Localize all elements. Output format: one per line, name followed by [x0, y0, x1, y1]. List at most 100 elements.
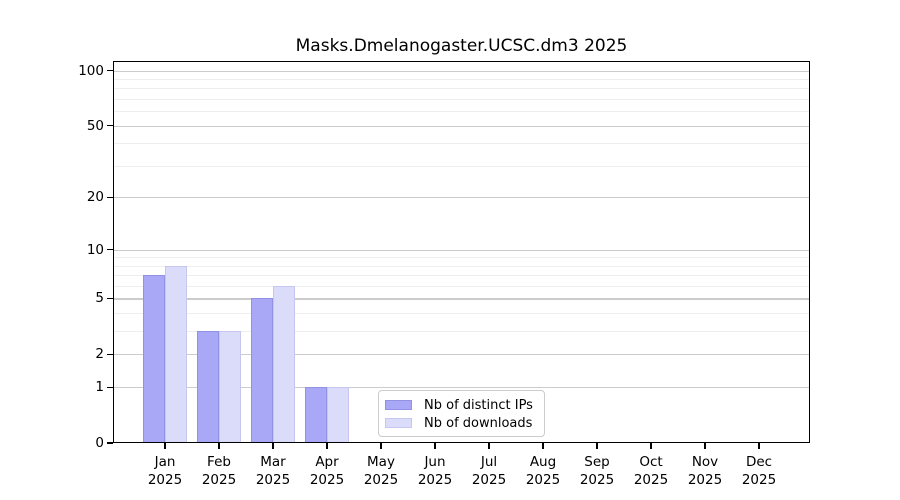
legend-label-distinct-ips: Nb of distinct IPs [424, 397, 533, 413]
x-axis-tick [218, 443, 220, 449]
x-tick-month: Jul [480, 454, 498, 470]
x-axis-tick-label: Sep 2025 [567, 453, 627, 489]
x-tick-month: Jun [424, 454, 446, 470]
minor-gridline [113, 88, 810, 90]
bar-nb-of-downloads-mar [273, 285, 295, 443]
x-tick-month: Nov [691, 454, 719, 470]
x-tick-year: 2025 [741, 472, 777, 488]
minor-gridline [113, 313, 810, 315]
y-axis-tick-label: 1 [95, 379, 104, 396]
x-tick-year: 2025 [147, 472, 183, 488]
y-axis-tick-label: 5 [95, 290, 104, 307]
x-tick-month: Oct [639, 454, 663, 470]
minor-gridline [113, 143, 810, 145]
y-axis-tick [107, 353, 113, 355]
y-axis-tick-label: 20 [86, 189, 104, 206]
x-tick-year: 2025 [255, 472, 291, 488]
x-axis-tick [380, 443, 382, 449]
x-axis-tick [542, 443, 544, 449]
major-gridline [113, 125, 810, 127]
y-axis-tick-label: 0 [95, 435, 104, 451]
x-axis-tick [434, 443, 436, 449]
x-tick-month: Dec [745, 454, 773, 470]
major-gridline [113, 298, 810, 300]
y-axis-tick [107, 69, 113, 72]
y-axis-tick-label: 2 [95, 346, 104, 363]
x-tick-year: 2025 [525, 472, 561, 488]
x-tick-month: Mar [260, 454, 286, 470]
x-tick-month: Feb [207, 454, 231, 470]
legend-item: Nb of downloads [385, 415, 536, 431]
minor-gridline [113, 331, 810, 333]
x-axis-tick-label: Oct 2025 [621, 453, 681, 489]
x-axis-tick-label: Feb 2025 [189, 453, 249, 489]
y-axis-tick [107, 248, 113, 251]
x-axis-tick [758, 443, 760, 449]
x-tick-month: Jan [154, 454, 176, 470]
major-gridline [113, 387, 810, 389]
chart-title: Masks.Dmelanogaster.UCSC.dm3 2025 [295, 36, 628, 56]
y-axis-tick [107, 196, 113, 198]
x-tick-year: 2025 [417, 472, 453, 488]
x-tick-year: 2025 [201, 472, 237, 488]
minor-gridline [113, 257, 810, 259]
bar-nb-of-downloads-apr [327, 387, 349, 443]
legend-swatch-downloads-icon [385, 418, 412, 428]
x-tick-year: 2025 [363, 472, 399, 488]
x-tick-year: 2025 [687, 472, 723, 488]
bar-nb-of-distinct-ips-mar [251, 298, 273, 443]
minor-gridline [113, 265, 810, 267]
bar-nb-of-downloads-jan [165, 265, 187, 443]
x-axis-tick-label: Dec 2025 [729, 453, 789, 489]
minor-gridline [113, 98, 810, 100]
y-axis-tick [107, 442, 113, 444]
minor-gridline [113, 285, 810, 287]
bar-nb-of-downloads-feb [219, 331, 241, 443]
minor-gridline [113, 275, 810, 277]
minor-gridline [113, 165, 810, 167]
y-axis-tick [107, 297, 113, 299]
minor-gridline [113, 111, 810, 113]
x-axis-tick-label: Nov 2025 [675, 453, 735, 489]
x-axis-tick [650, 443, 652, 449]
x-axis-tick-label: Mar 2025 [243, 453, 303, 489]
x-axis-tick [326, 443, 328, 449]
bar-nb-of-distinct-ips-jan [143, 275, 165, 443]
x-axis-tick-label: Jul 2025 [459, 453, 519, 489]
y-axis-tick-label: 100 [78, 62, 104, 79]
y-axis-tick [107, 386, 113, 388]
legend-label-downloads: Nb of downloads [424, 415, 533, 431]
minor-gridline [113, 78, 810, 80]
x-axis-tick-label: Aug 2025 [513, 453, 573, 489]
major-gridline [113, 249, 810, 251]
legend-swatch-distinct-ips-icon [385, 400, 412, 410]
x-axis-tick-label: Jun 2025 [405, 453, 465, 489]
x-tick-month: Aug [529, 454, 557, 470]
y-axis-tick-label: 10 [86, 241, 104, 258]
x-tick-year: 2025 [633, 472, 669, 488]
x-axis-tick [488, 443, 490, 449]
x-tick-year: 2025 [309, 472, 345, 488]
x-axis-tick-label: Jan 2025 [135, 453, 195, 489]
x-axis-tick [596, 443, 598, 449]
major-gridline [113, 70, 810, 72]
x-axis-tick [164, 443, 166, 449]
x-axis-tick [704, 443, 706, 449]
x-tick-year: 2025 [579, 472, 615, 488]
y-axis-tick [107, 125, 113, 127]
x-tick-year: 2025 [471, 472, 507, 488]
bar-nb-of-distinct-ips-feb [197, 331, 219, 443]
x-axis-tick-label: Apr 2025 [297, 453, 357, 489]
legend: Nb of distinct IPs Nb of downloads [378, 390, 545, 437]
x-tick-month: Apr [315, 454, 339, 470]
major-gridline [113, 197, 810, 199]
x-tick-month: Sep [584, 454, 610, 470]
bar-nb-of-distinct-ips-apr [305, 387, 327, 443]
x-tick-month: May [367, 454, 395, 470]
legend-item: Nb of distinct IPs [385, 397, 536, 413]
x-axis-tick [272, 443, 274, 449]
major-gridline [113, 354, 810, 356]
y-axis-tick-label: 50 [86, 117, 104, 134]
x-axis-tick-label: May 2025 [351, 453, 411, 489]
